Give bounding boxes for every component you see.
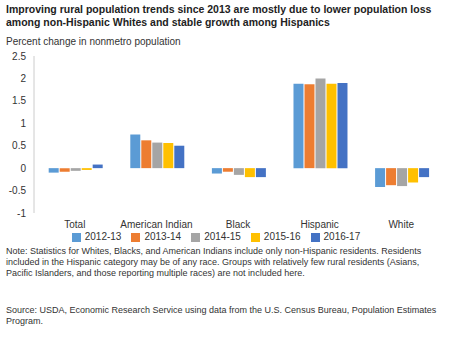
svg-text:2: 2 — [20, 73, 26, 84]
svg-text:American Indian: American Indian — [120, 219, 192, 230]
html-text:Source: USDA, Economic Researc: Source: USDA, Economic Research Service … — [6, 305, 437, 326]
svg-text:White: White — [388, 219, 414, 230]
svg-text:1: 1 — [20, 118, 26, 129]
html-text:2012-13: 2012-13 — [84, 231, 122, 242]
html-text:Percent change in nonmetro pop: Percent change in nonmetro population — [6, 36, 181, 47]
html-text:Note: Statistics for Whites, B: Note: Statistics for Whites, Blacks, and… — [6, 246, 422, 278]
html-text:2014-15: 2014-15 — [204, 231, 241, 242]
svg-text:Total: Total — [64, 219, 85, 230]
html-text:2013-14: 2013-14 — [144, 231, 182, 242]
svg-text:-0.5: -0.5 — [9, 185, 27, 196]
svg-text:Black: Black — [226, 219, 251, 230]
svg-text:1.5: 1.5 — [12, 95, 26, 106]
svg-text:-1: -1 — [17, 208, 26, 219]
svg-text:Hispanic: Hispanic — [300, 219, 338, 230]
html-text:2015-16: 2015-16 — [263, 231, 301, 242]
svg-text:0: 0 — [20, 163, 26, 174]
html-text:Improving rural population tre: Improving rural population trends since … — [6, 3, 432, 28]
svg-text:0.5: 0.5 — [12, 140, 26, 151]
svg-text:2.5: 2.5 — [12, 51, 26, 62]
html-text:2016-17: 2016-17 — [323, 231, 361, 242]
